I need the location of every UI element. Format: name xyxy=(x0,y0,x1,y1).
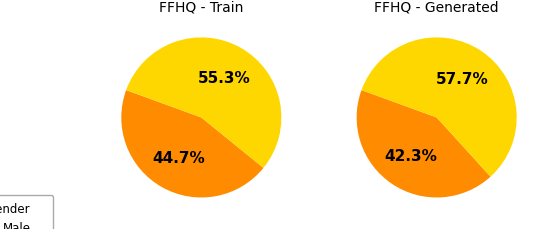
Text: 42.3%: 42.3% xyxy=(384,149,437,164)
Text: 57.7%: 57.7% xyxy=(436,72,489,87)
Title: FFHQ - Generated: FFHQ - Generated xyxy=(375,0,499,14)
Text: 44.7%: 44.7% xyxy=(152,151,205,166)
Wedge shape xyxy=(356,91,491,198)
Wedge shape xyxy=(122,91,263,198)
Legend: Male, Female: Male, Female xyxy=(0,195,53,229)
Wedge shape xyxy=(361,38,516,177)
Text: 55.3%: 55.3% xyxy=(198,70,251,85)
Wedge shape xyxy=(126,38,282,168)
Title: FFHQ - Train: FFHQ - Train xyxy=(159,0,244,14)
